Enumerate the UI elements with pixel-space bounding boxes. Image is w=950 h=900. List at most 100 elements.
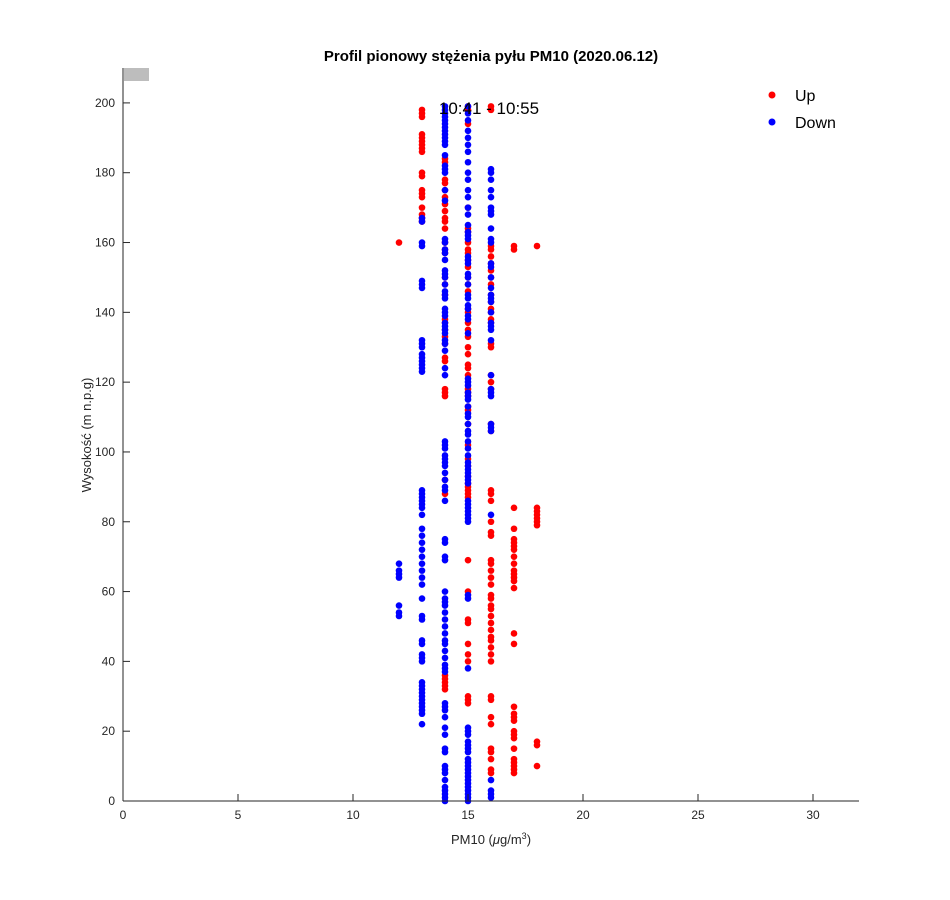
data-point-up (487, 619, 495, 627)
data-point-down (441, 623, 449, 630)
data-point-down (441, 616, 449, 623)
data-point-down (441, 724, 449, 731)
x-tick-label: 30 (806, 808, 820, 822)
data-point-down (441, 347, 449, 355)
data-point-up (487, 748, 495, 756)
data-point-down (441, 602, 449, 609)
data-point-down (464, 211, 472, 218)
x-label-prefix: PM10 ( (451, 832, 494, 847)
data-point-up (510, 769, 518, 777)
data-point-down (464, 134, 472, 142)
data-point-down (418, 546, 426, 553)
data-point-down (464, 260, 472, 267)
data-point-down (464, 148, 472, 156)
data-point-up (487, 644, 495, 651)
data-point-up (487, 560, 495, 567)
y-tick-label: 20 (102, 724, 116, 738)
data-point-down (487, 193, 495, 201)
legend: Up Down (768, 88, 836, 132)
data-point-up (418, 204, 426, 211)
data-point-down (418, 504, 426, 512)
data-point-up (418, 148, 426, 156)
data-point-down (418, 368, 426, 375)
data-point-down (395, 574, 403, 581)
data-point-up (441, 179, 449, 187)
data-point-down (464, 117, 472, 124)
data-point-down (418, 525, 426, 533)
data-point-up (487, 658, 495, 665)
data-point-down (418, 710, 426, 718)
data-point-up (533, 741, 541, 749)
y-ticks: 0 20 40 60 80 100 120 140 160 180 200 (95, 96, 130, 808)
data-point-up (487, 720, 495, 728)
data-point-down (441, 731, 449, 738)
data-point-down (441, 609, 449, 616)
data-point-down (487, 336, 495, 344)
data-point-down (441, 748, 449, 756)
y-tick-label: 200 (95, 96, 115, 110)
y-tick-label: 120 (95, 375, 115, 389)
data-point-up (464, 640, 472, 648)
data-point-down (418, 242, 426, 250)
data-point-down (464, 295, 472, 302)
data-point-down (441, 151, 449, 159)
y-tick-label: 0 (108, 794, 115, 808)
data-point-down (487, 176, 495, 183)
data-point-down (464, 595, 472, 602)
data-point-down (441, 647, 449, 655)
data-point-up (464, 658, 472, 665)
data-point-down (464, 396, 472, 403)
data-point-down (441, 329, 449, 337)
data-point-down (395, 602, 403, 609)
data-point-down (441, 256, 449, 264)
data-point-up (487, 755, 495, 763)
data-point-up (510, 577, 518, 585)
data-point-down (418, 574, 426, 581)
data-point-down (441, 556, 449, 564)
data-point-up (510, 504, 518, 512)
x-ticks: 0 5 10 15 20 25 30 (120, 794, 820, 822)
data-point-up (487, 595, 495, 602)
data-point-down (441, 769, 449, 777)
data-point-down (464, 127, 472, 135)
data-point-down (418, 511, 426, 519)
data-point-down (441, 487, 449, 494)
data-point-up (418, 113, 426, 121)
x-tick-label: 10 (346, 808, 360, 822)
data-point-down (441, 371, 449, 379)
data-point-up (418, 172, 426, 180)
data-point-up (487, 378, 495, 386)
data-point-down (487, 776, 495, 784)
data-point-up (510, 717, 518, 725)
data-point-down (464, 169, 472, 177)
data-point-down (464, 431, 472, 438)
time-annotation: 10:41 - 10:55 (439, 99, 539, 118)
data-point-down (418, 532, 426, 540)
data-points (395, 103, 541, 805)
data-point-down (487, 427, 495, 435)
data-point-down (418, 567, 426, 574)
data-point-down (487, 169, 495, 177)
data-point-up (510, 553, 518, 560)
data-point-down (418, 581, 426, 588)
data-point-down (464, 329, 472, 337)
data-point-down (441, 497, 449, 505)
data-point-up (487, 106, 495, 114)
x-label-mu: μ (492, 832, 500, 847)
data-point-down (464, 305, 472, 313)
data-point-down (441, 312, 449, 320)
legend-marker-down (768, 118, 776, 126)
data-point-down (464, 413, 472, 421)
data-point-up (441, 225, 449, 232)
data-point-down (441, 706, 449, 714)
data-point-up (395, 239, 403, 246)
y-tick-label: 160 (95, 236, 115, 250)
data-point-down (464, 186, 472, 194)
data-point-up (441, 357, 449, 365)
data-point-down (464, 274, 472, 281)
data-point-up (487, 581, 495, 588)
data-point-down (464, 403, 472, 410)
data-point-down (395, 560, 403, 567)
